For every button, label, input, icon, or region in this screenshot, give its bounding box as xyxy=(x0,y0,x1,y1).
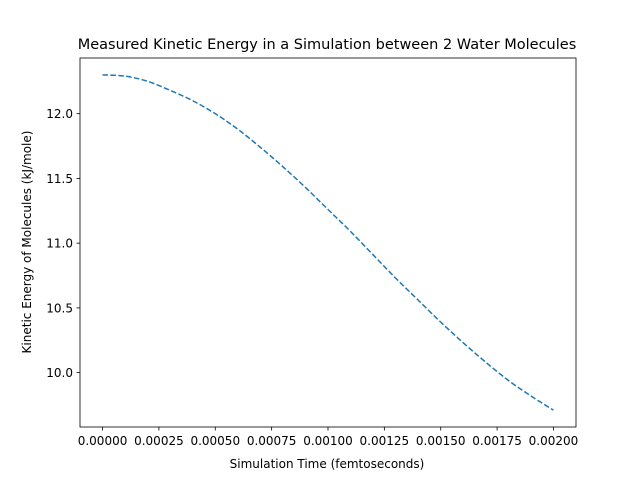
x-tick-label: 0.00075 xyxy=(247,434,297,448)
x-tick-label: 0.00100 xyxy=(303,434,353,448)
x-tick-label: 0.00150 xyxy=(416,434,466,448)
series-layer xyxy=(102,74,554,411)
x-axis-label: Simulation Time (femtoseconds) xyxy=(230,457,425,471)
x-tick-label: 0.00200 xyxy=(529,434,579,448)
y-tick-label: 10.0 xyxy=(46,366,73,380)
kinetic-energy-series-line xyxy=(102,74,554,411)
x-tick-label: 0.00050 xyxy=(190,434,240,448)
y-tick-label: 11.5 xyxy=(46,172,73,186)
chart-title: Measured Kinetic Energy in a Simulation … xyxy=(78,37,577,53)
plot-frame xyxy=(79,57,577,428)
x-tick-label: 0.00125 xyxy=(360,434,410,448)
x-tick-label: 0.00025 xyxy=(134,434,184,448)
x-tick-label: 0.00175 xyxy=(472,434,522,448)
y-tick-label: 11.0 xyxy=(46,237,73,251)
y-axis-label: Kinetic Energy of Molecules (kJ/mole) xyxy=(20,131,34,354)
y-tick-label: 10.5 xyxy=(46,301,73,315)
x-axis-ticks: 0.00000 0.00025 0.00050 0.00075 0.00100 0.001… xyxy=(78,427,579,448)
x-tick-label: 0.00000 xyxy=(78,434,128,448)
y-axis-ticks: 10.0 10.5 11.0 11.5 12.0 xyxy=(46,107,80,380)
y-tick-label: 12.0 xyxy=(46,107,73,121)
